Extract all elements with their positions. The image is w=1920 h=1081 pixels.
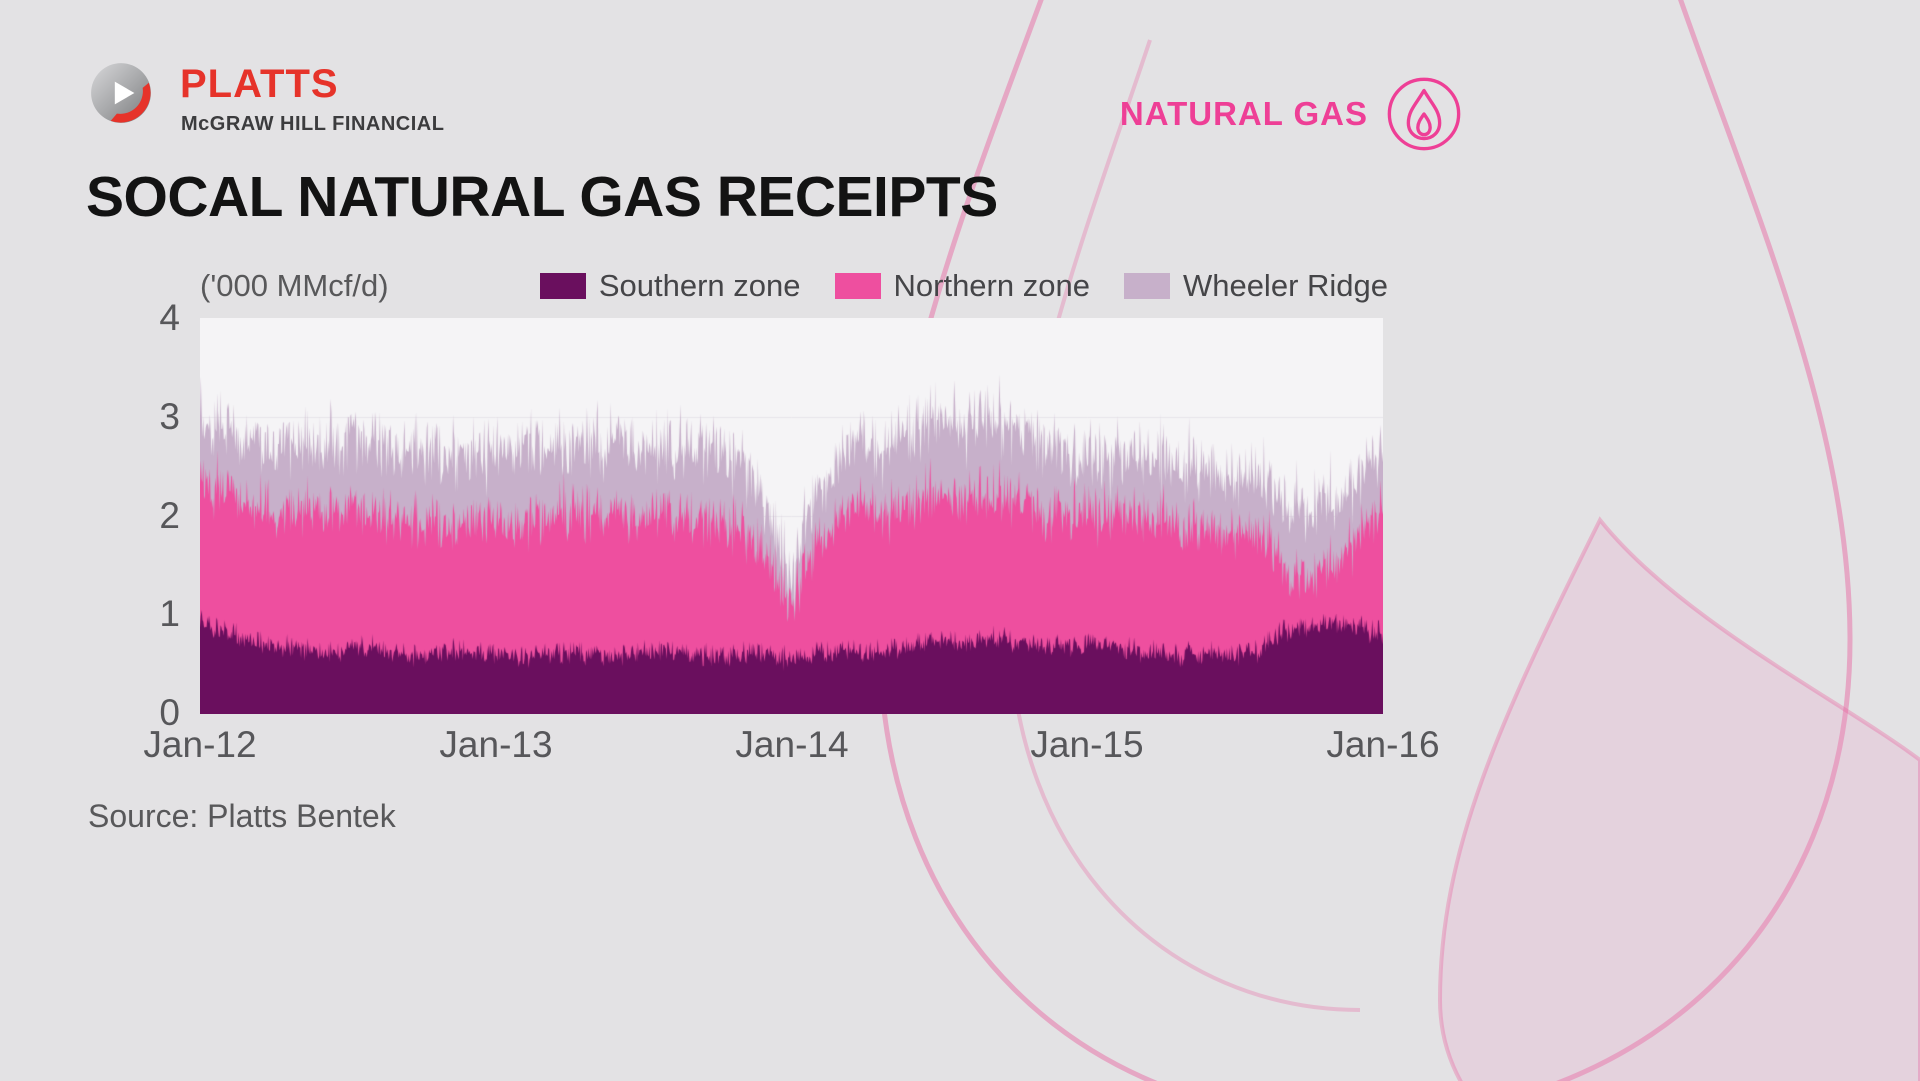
y-tick-2: 2 <box>159 495 180 536</box>
x-tick-jan-12: Jan-12 <box>143 724 257 765</box>
legend: Southern zone Northern zone Wheeler Ridg… <box>539 268 1388 304</box>
x-tick-jan-15: Jan-15 <box>1030 724 1144 765</box>
y-tick-3: 3 <box>159 396 180 437</box>
brand-platts: PLATTS <box>180 62 339 106</box>
stacked-area-canvas <box>200 318 1383 714</box>
legend-row: ('000 MMcf/d) Southern zone Northern zon… <box>200 268 1388 304</box>
natural-gas-badge: NATURAL GAS <box>1120 76 1462 152</box>
x-tick-jan-13: Jan-13 <box>439 724 553 765</box>
brand-mcgraw: McGRAW HILL FINANCIAL <box>181 113 445 135</box>
legend-item-southern-zone: Southern zone <box>539 268 801 304</box>
legend-item-wheeler-ridge: Wheeler Ridge <box>1123 268 1388 304</box>
page-title: SOCAL NATURAL GAS RECEIPTS <box>86 165 998 229</box>
x-tick-jan-16: Jan-16 <box>1326 724 1440 765</box>
x-axis: Jan-12 Jan-13 Jan-14 Jan-15 Jan-16 <box>0 724 1920 770</box>
y-tick-0: 0 <box>159 692 180 733</box>
unit-label: ('000 MMcf/d) <box>200 268 389 303</box>
x-tick-jan-14: Jan-14 <box>735 724 849 765</box>
y-tick-4: 4 <box>159 297 180 338</box>
flame-icon <box>1387 77 1461 151</box>
legend-label-southern-zone: Southern zone <box>598 268 801 303</box>
platts-logo-icon <box>91 63 151 123</box>
source-note: Source: Platts Bentek <box>88 798 396 834</box>
legend-swatch-northern-zone <box>834 273 881 299</box>
natural-gas-badge-label: NATURAL GAS <box>1119 95 1368 132</box>
legend-label-wheeler-ridge: Wheeler Ridge <box>1182 268 1388 303</box>
y-tick-1: 1 <box>159 593 180 634</box>
legend-swatch-southern-zone <box>539 273 586 299</box>
legend-item-northern-zone: Northern zone <box>834 268 1090 304</box>
legend-label-northern-zone: Northern zone <box>893 268 1090 303</box>
plot-area <box>200 318 1383 714</box>
legend-swatch-wheeler-ridge <box>1123 273 1170 299</box>
